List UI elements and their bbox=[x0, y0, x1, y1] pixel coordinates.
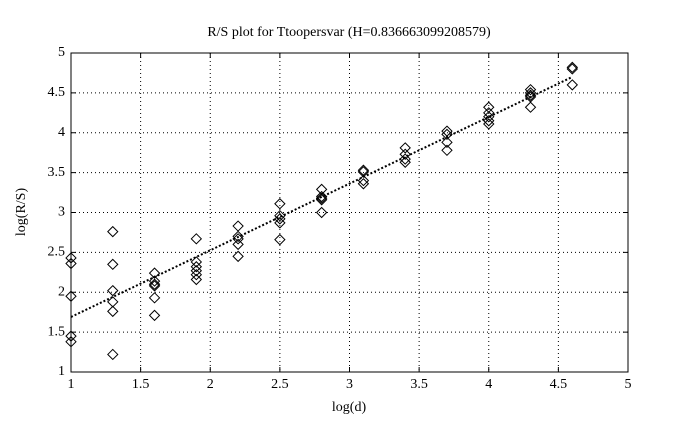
point bbox=[274, 217, 286, 229]
point bbox=[190, 265, 203, 277]
y-tick-label: 4 bbox=[58, 125, 65, 140]
y-tick-label: 5 bbox=[58, 45, 65, 60]
point bbox=[483, 107, 495, 119]
y-tick-label: 3.5 bbox=[48, 165, 66, 180]
x-tick-label: 2.5 bbox=[271, 377, 289, 392]
point bbox=[315, 194, 328, 206]
x-tick-label: 2 bbox=[207, 377, 214, 392]
x-tick-label: 3 bbox=[346, 377, 353, 392]
point bbox=[524, 89, 537, 101]
point bbox=[399, 156, 411, 168]
point bbox=[232, 233, 244, 245]
point bbox=[441, 144, 453, 157]
point bbox=[190, 256, 203, 268]
point bbox=[107, 258, 119, 271]
chart-title: R/S plot for Ttoopersvar (H=0.8366630992… bbox=[207, 25, 491, 40]
point bbox=[65, 290, 77, 302]
point bbox=[190, 273, 203, 286]
point bbox=[107, 305, 119, 318]
point bbox=[315, 192, 328, 204]
x-tick-label: 1 bbox=[68, 377, 75, 392]
point bbox=[315, 206, 328, 219]
point bbox=[399, 142, 411, 154]
x-tick-label: 4 bbox=[485, 377, 492, 392]
point bbox=[274, 233, 286, 246]
point bbox=[441, 128, 453, 141]
y-tick-label: 4.5 bbox=[48, 85, 66, 100]
plot-frame bbox=[70, 52, 629, 373]
x-axis-label: log(d) bbox=[332, 400, 367, 415]
point bbox=[232, 250, 244, 263]
x-tick-label: 5 bbox=[625, 377, 632, 392]
x-tick-label: 4.5 bbox=[550, 377, 568, 392]
x-tick-label: 1.5 bbox=[132, 377, 150, 392]
point bbox=[148, 292, 161, 304]
point bbox=[148, 280, 161, 292]
fit-line bbox=[70, 76, 573, 318]
point bbox=[148, 278, 161, 290]
point bbox=[65, 257, 77, 270]
point bbox=[190, 268, 203, 281]
point bbox=[232, 220, 244, 232]
point bbox=[483, 115, 495, 127]
point bbox=[566, 61, 579, 74]
point bbox=[566, 79, 579, 91]
point bbox=[148, 309, 161, 322]
point bbox=[357, 178, 370, 190]
point bbox=[399, 153, 411, 165]
point bbox=[65, 252, 77, 264]
point bbox=[399, 148, 411, 160]
y-tick-label: 1 bbox=[58, 364, 65, 379]
y-tick-label: 1.5 bbox=[48, 324, 66, 339]
y-tick-label: 2 bbox=[58, 284, 65, 299]
point bbox=[524, 83, 537, 96]
point bbox=[274, 198, 286, 210]
y-tick-label: 3 bbox=[58, 205, 65, 220]
x-tick-label: 3.5 bbox=[410, 377, 428, 392]
point bbox=[232, 238, 244, 251]
point bbox=[274, 213, 286, 225]
point bbox=[566, 63, 579, 75]
point bbox=[107, 348, 119, 361]
point bbox=[148, 267, 161, 279]
y-axis-label: log(R/S) bbox=[14, 188, 29, 237]
point bbox=[190, 261, 203, 273]
point bbox=[107, 284, 119, 297]
point bbox=[524, 101, 537, 113]
point bbox=[441, 136, 453, 149]
point bbox=[65, 335, 77, 348]
point bbox=[190, 233, 203, 245]
point bbox=[107, 225, 119, 238]
y-tick-label: 2.5 bbox=[48, 245, 66, 260]
point bbox=[107, 296, 119, 308]
point bbox=[274, 209, 286, 222]
point bbox=[65, 330, 77, 342]
point bbox=[483, 111, 495, 123]
point bbox=[483, 118, 495, 130]
